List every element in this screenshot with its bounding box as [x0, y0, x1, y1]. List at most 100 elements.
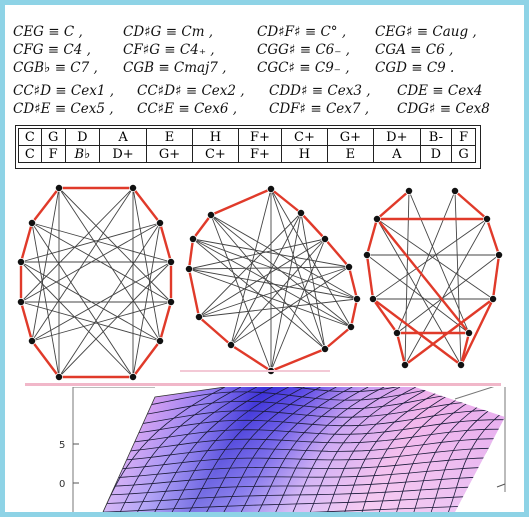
graph-node [451, 187, 459, 195]
graph-edge [198, 212, 302, 318]
graph-edge-highlight [365, 218, 379, 256]
graph-node [321, 235, 329, 243]
paper-figure: CEG ≡ C , CD♯G ≡ Cm , CD♯F♯ ≡ C° , CEG♯ … [5, 5, 524, 512]
graph-edge [31, 222, 60, 378]
table-border [15, 125, 481, 169]
graph-nodes [17, 184, 175, 381]
graph-edge [31, 222, 172, 303]
graph-node [167, 298, 175, 306]
graph-edge-highlight [270, 347, 326, 373]
surface-grid-line [103, 493, 505, 512]
equivalence: CGA ≡ C6 , [375, 42, 454, 58]
graph-edge [192, 238, 350, 268]
graph-edge [132, 222, 161, 378]
graph-node [55, 373, 63, 381]
graph-edge [20, 261, 161, 342]
graph-edge-highlight [491, 254, 501, 300]
table-cell: F+ [237, 145, 283, 163]
graph-node [207, 211, 215, 219]
surface-plot: 5 0 5 [59, 387, 506, 512]
graph-edge-highlight [230, 343, 272, 373]
graph-node [495, 251, 503, 259]
graph-edge-highlight [459, 298, 495, 366]
surface-grid-line [103, 409, 505, 437]
graph-edge [230, 238, 326, 346]
graph-node [167, 258, 175, 266]
surface-mesh [103, 387, 505, 512]
graph-edge-highlight [187, 268, 201, 318]
table-cell: C+ [281, 128, 328, 146]
graph-edge [192, 238, 358, 300]
graph-edge [20, 301, 161, 342]
graph-edges [366, 190, 500, 366]
section-divider [25, 383, 501, 386]
graph-edge [132, 187, 161, 342]
table-cell: F+ [237, 128, 283, 146]
graph-node [321, 345, 329, 353]
table-cell: C [18, 145, 42, 163]
graph-node [267, 185, 275, 193]
graph-edge [396, 254, 500, 334]
chord-graph-left [17, 184, 175, 381]
graph-node [297, 209, 305, 217]
graph-node [17, 298, 25, 306]
table-cell: C [18, 128, 42, 146]
graph-edge [58, 187, 172, 303]
graph-edge [210, 214, 272, 372]
graph-highlight-cycle [187, 187, 359, 373]
graph-edge [270, 212, 302, 372]
equivalence: CEG ≡ C , [13, 24, 83, 40]
graph-node [483, 215, 491, 223]
graph-edge-highlight [376, 218, 470, 334]
graph-edge-highlight [187, 238, 195, 270]
equivalence: CD♯E ≡ Cex5 , [13, 101, 114, 117]
graph-edge [404, 190, 410, 366]
surface-grid-line [103, 428, 505, 454]
graph-edge [300, 212, 326, 350]
graph-edge-highlight [454, 190, 488, 220]
graph-edge [31, 187, 60, 342]
graph-edge [230, 212, 302, 346]
graph-edge-highlight [192, 214, 212, 240]
surface-grid-line [103, 475, 505, 497]
graph-node [189, 235, 197, 243]
graph-highlight-cycle [365, 190, 501, 366]
equivalence: CC♯D ≡ Cex1 , [13, 83, 115, 99]
graph-node [393, 329, 401, 337]
graph-edge [20, 187, 134, 303]
table-cell: H [192, 128, 239, 146]
graph-node [185, 265, 193, 273]
equivalence: CGG♯ ≡ C6₋ , [257, 42, 350, 58]
surface-grid-line [103, 447, 505, 471]
graph-edges [188, 188, 358, 372]
equivalence: CFG ≡ C4 , [13, 42, 91, 58]
surface-grid-line [275, 387, 385, 512]
graph-node [129, 373, 137, 381]
axis-tick-label: 5 [59, 440, 65, 451]
chord-sequence-table: C G D A E H F+ C+ G+ D+ B- F C F B♭ D+ G… [18, 128, 476, 163]
graph-edge-highlight [31, 340, 60, 378]
table-cell: E [145, 128, 194, 146]
table-cell: A [99, 128, 147, 146]
equivalence: CGB♭ ≡ C7 , [13, 60, 98, 76]
graph-edge-highlight [270, 188, 302, 214]
graph-edge [198, 266, 350, 318]
graph-highlight-cycle [19, 186, 173, 379]
equivalence: CC♯D♯ ≡ Cex2 , [137, 83, 245, 99]
graph-edge [188, 268, 352, 328]
table-cell: D+ [99, 145, 147, 163]
surface-grid-line [292, 387, 401, 512]
surface-grid-line [258, 387, 369, 512]
surface-grid-line [171, 387, 289, 512]
graph-edge-highlight [300, 212, 326, 240]
graph-edge [376, 218, 462, 366]
graph-nodes [363, 187, 503, 369]
surface-grid-line [103, 438, 505, 462]
table-cell: E [326, 145, 375, 163]
table-cell: D [64, 128, 101, 146]
graph-edge-highlight [198, 316, 232, 346]
surface-grid-line [448, 387, 505, 512]
graph-edge-highlight [19, 301, 34, 342]
graph-edge [31, 187, 134, 342]
surface-grid-line [327, 387, 432, 512]
